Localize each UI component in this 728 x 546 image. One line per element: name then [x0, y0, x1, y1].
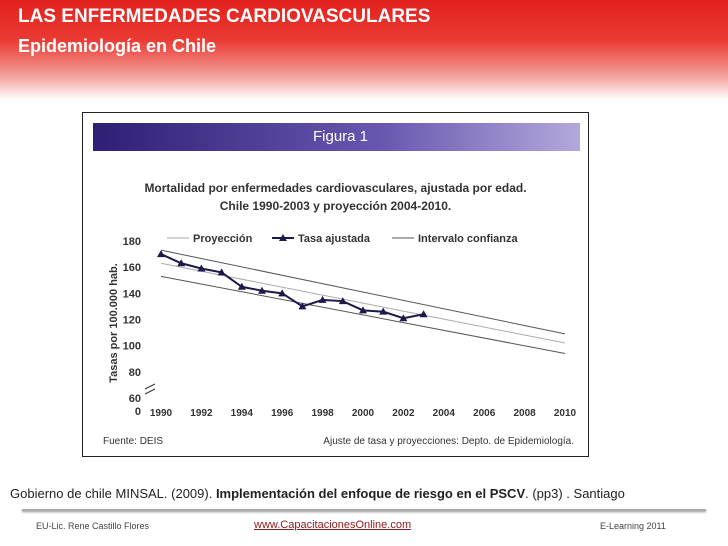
chart-svg: 060 80 100 120 140 160 180 1990 1992 1994 1996 1998… [108, 233, 577, 419]
data-point [318, 295, 327, 303]
series-line [160, 249, 566, 335]
footer-right: E-Learning 2011 [600, 521, 666, 531]
axis-break-mark [144, 383, 156, 395]
data-point [359, 306, 367, 314]
citation: Gobierno de chile MINSAL. (2009). Implem… [10, 486, 625, 501]
figure-image: Figura 1 Mortalidad por enfermedades car… [82, 112, 589, 457]
y-tick-label: 60 [129, 393, 141, 405]
data-point [419, 310, 428, 318]
data-point [298, 302, 307, 310]
x-tick-label: 2004 [433, 408, 456, 419]
legend-marker [279, 234, 287, 241]
x-tick-label: 2010 [554, 408, 577, 419]
figure-label: Figura 1 [313, 128, 369, 145]
y-tick-label: 140 [123, 288, 141, 300]
slide-subtitle: Epidemiología en Chile [18, 36, 217, 56]
x-tick-label: 2002 [392, 408, 415, 419]
x-tick-label: 2000 [352, 408, 375, 419]
slide-title: LAS ENFERMEDADES CARDIOVASCULARES [18, 6, 431, 27]
series-line [160, 275, 566, 355]
legend-label: Tasa ajustada [298, 233, 371, 245]
x-tick-label: 1994 [231, 408, 254, 419]
data-point [379, 307, 388, 315]
data-point [197, 264, 206, 272]
figure-band: Figura 1 [93, 123, 580, 151]
citation-bold: Implementación del enfoque de riesgo en … [215, 486, 526, 501]
data-point [217, 268, 226, 276]
y-tick-label: 0 [135, 406, 141, 418]
y-tick-label: 100 [123, 341, 141, 353]
y-axis-label: Tasas por 100.000 hab. [108, 263, 120, 383]
x-tick-label: 1998 [311, 408, 334, 419]
y-tick-label: 180 [123, 236, 141, 248]
footer-link[interactable]: www.CapacitacionesOnline.com [254, 519, 412, 531]
figure-note: Ajuste de tasa y proyecciones: Depto. de… [323, 436, 574, 447]
x-tick-label: 2006 [473, 408, 496, 419]
citation-text: Gobierno de chile MINSAL. (2009). [10, 486, 216, 501]
data-point [338, 297, 347, 305]
y-tick-label: 80 [129, 367, 141, 379]
chart-title: Mortalidad por enfermedades cardiovascul… [144, 181, 527, 195]
x-tick-label: 1992 [190, 408, 213, 419]
data-point [278, 289, 287, 297]
x-tick-label: 1996 [271, 408, 294, 419]
x-tick-label: 1990 [150, 408, 173, 419]
slide-header: LAS ENFERMEDADES CARDIOVASCULARES Epidem… [0, 0, 728, 100]
legend-label: Intervalo confianza [418, 233, 519, 245]
chart-subtitle: Chile 1990-2003 y proyección 2004-2010. [219, 199, 452, 213]
legend-label: Proyección [193, 233, 253, 245]
x-tick-label: 2008 [513, 408, 536, 419]
data-point [177, 259, 186, 267]
data-point [237, 282, 246, 290]
data-point [157, 250, 165, 258]
data-point [399, 314, 408, 322]
y-tick-label: 120 [123, 315, 141, 327]
y-tick-label: 160 [123, 262, 141, 274]
footer-divider [22, 509, 706, 511]
figure-source: Fuente: DEIS [103, 436, 164, 447]
data-point [258, 286, 266, 294]
series-line [160, 253, 424, 320]
citation-tail: . (pp3) . Santiago [525, 486, 625, 501]
footer-author: EU-Lic. Rene Castillo Flores [36, 521, 150, 531]
